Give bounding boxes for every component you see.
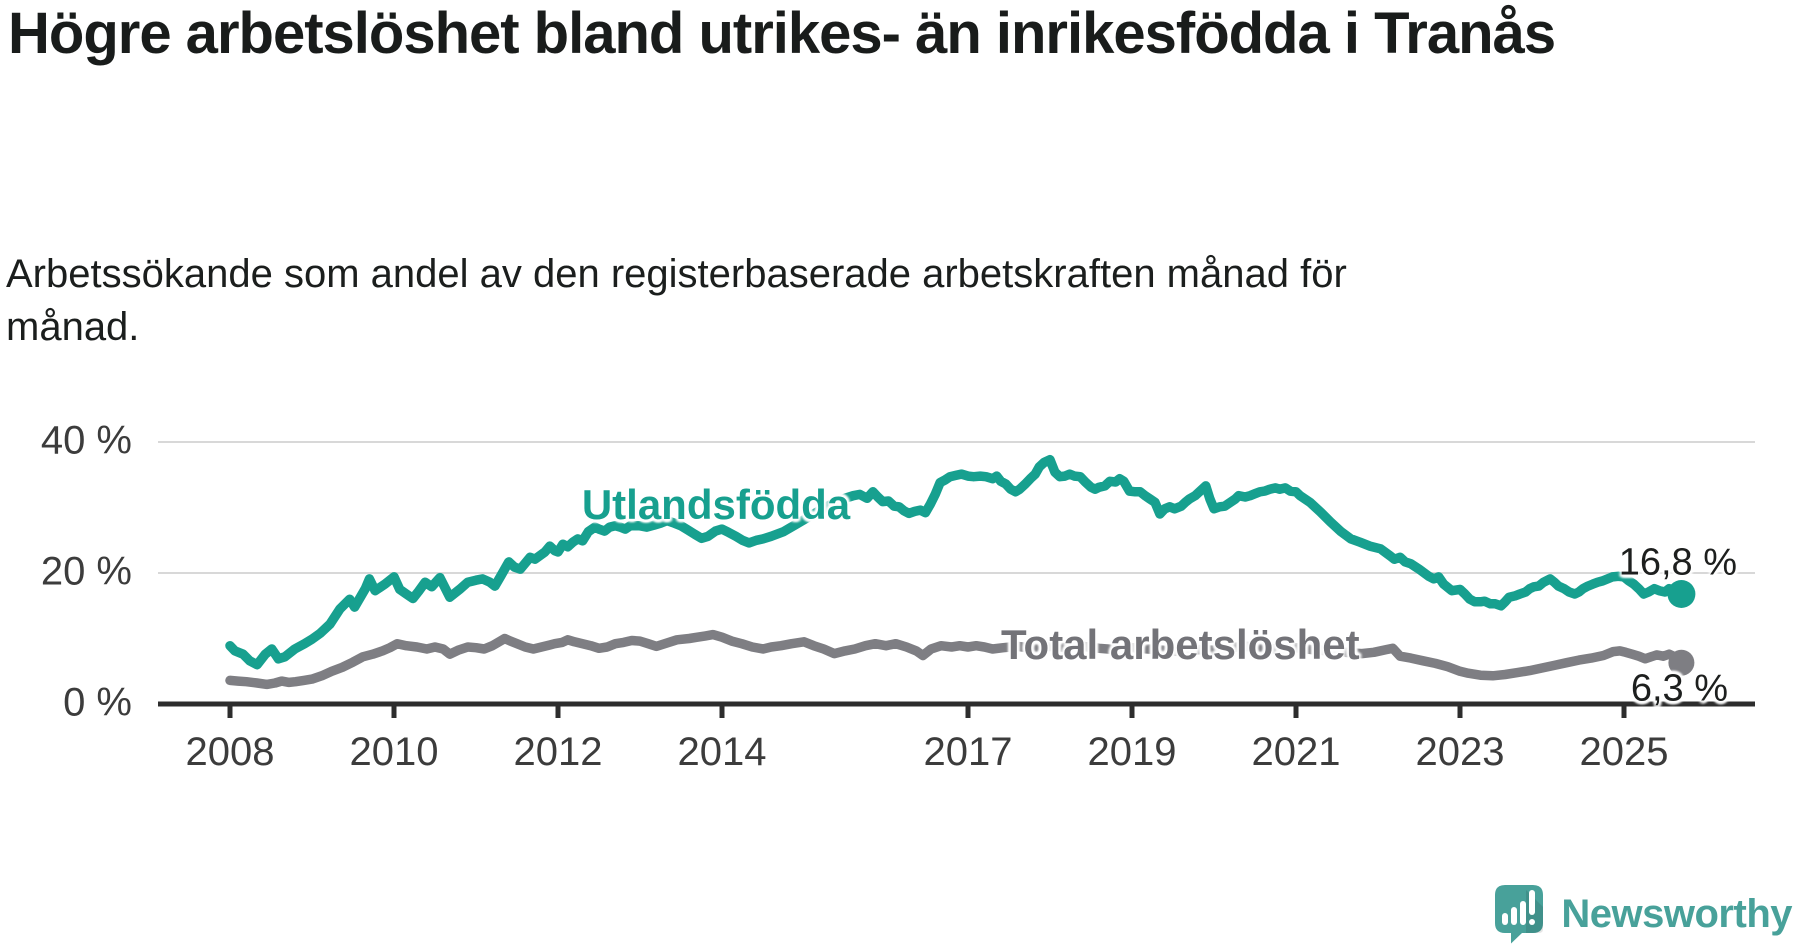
chart-subtitle: Arbetssökande som andel av den registerb… xyxy=(6,252,1347,349)
end-value-label-total: 6,3 % xyxy=(1630,667,1728,710)
series-line-1 xyxy=(225,629,1687,690)
newsworthy-logo-text: Newsworthy xyxy=(1561,892,1792,936)
y-tick-label-20: 20 % xyxy=(40,549,132,594)
x-tick-label-2010: 2010 xyxy=(349,730,439,774)
newsworthy-icon xyxy=(1495,885,1544,944)
y-tick-label-0: 0 % xyxy=(63,680,132,725)
x-tick-label-2008: 2008 xyxy=(185,730,275,774)
end-value-label-utlandsfodda: 16,8 % xyxy=(1618,541,1737,584)
y-tick-label-40: 40 % xyxy=(40,418,132,463)
series-line-0 xyxy=(225,454,1687,670)
chart-title: Högre arbetslöshet bland utrikes- än inr… xyxy=(8,1,1556,66)
x-tick-label-2023: 2023 xyxy=(1415,730,1505,774)
x-tick-label-2014: 2014 xyxy=(677,730,767,774)
x-tick-label-2019: 2019 xyxy=(1087,730,1177,774)
series-end-dot-1 xyxy=(1668,649,1695,676)
x-tick-label-2021: 2021 xyxy=(1251,730,1341,774)
x-tick-label-2017: 2017 xyxy=(923,730,1013,774)
x-tick-label-2012: 2012 xyxy=(513,730,603,774)
newsworthy-logo: Newsworthy xyxy=(1495,885,1792,944)
x-tick-label-2025: 2025 xyxy=(1579,730,1669,774)
series-label-total-arbetsloshet: Total arbetslöshet xyxy=(1001,621,1360,668)
series-label-utlandsfodda: Utlandsfödda xyxy=(581,481,851,528)
series-end-dot-0 xyxy=(1667,580,1696,608)
